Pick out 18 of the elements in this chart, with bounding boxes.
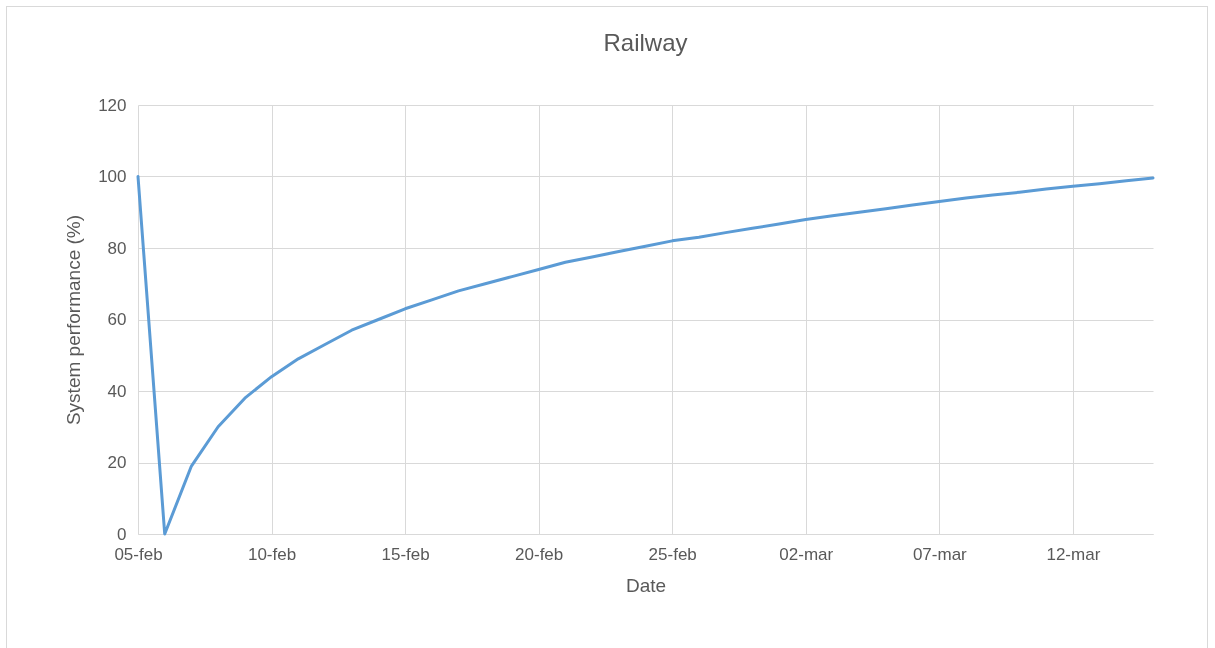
y-tick-label: 100 bbox=[98, 167, 127, 186]
y-tick-label: 40 bbox=[107, 381, 127, 401]
y-tick-label: 20 bbox=[107, 453, 127, 472]
y-tick-label: 60 bbox=[107, 310, 127, 329]
x-tick-label: 07-mar bbox=[912, 544, 968, 564]
x-tick-label: 12-mar bbox=[1046, 544, 1101, 564]
x-axis-title: Date bbox=[625, 574, 667, 596]
x-tick-label: 15-feb bbox=[381, 544, 430, 564]
y-tick-label: 80 bbox=[107, 238, 127, 258]
y-tick-label: 0 bbox=[117, 524, 127, 544]
x-tick-label: 25-feb bbox=[648, 544, 697, 564]
x-tick-label: 10-feb bbox=[247, 544, 297, 564]
y-axis-title: System performance (%) bbox=[63, 214, 85, 426]
chart-title: Railway bbox=[603, 29, 688, 56]
x-tick-label: 05-feb bbox=[114, 544, 163, 564]
y-tick-label: 120 bbox=[98, 95, 127, 115]
x-tick-label: 02-mar bbox=[779, 544, 834, 564]
x-tick-label: 20-feb bbox=[515, 544, 564, 564]
